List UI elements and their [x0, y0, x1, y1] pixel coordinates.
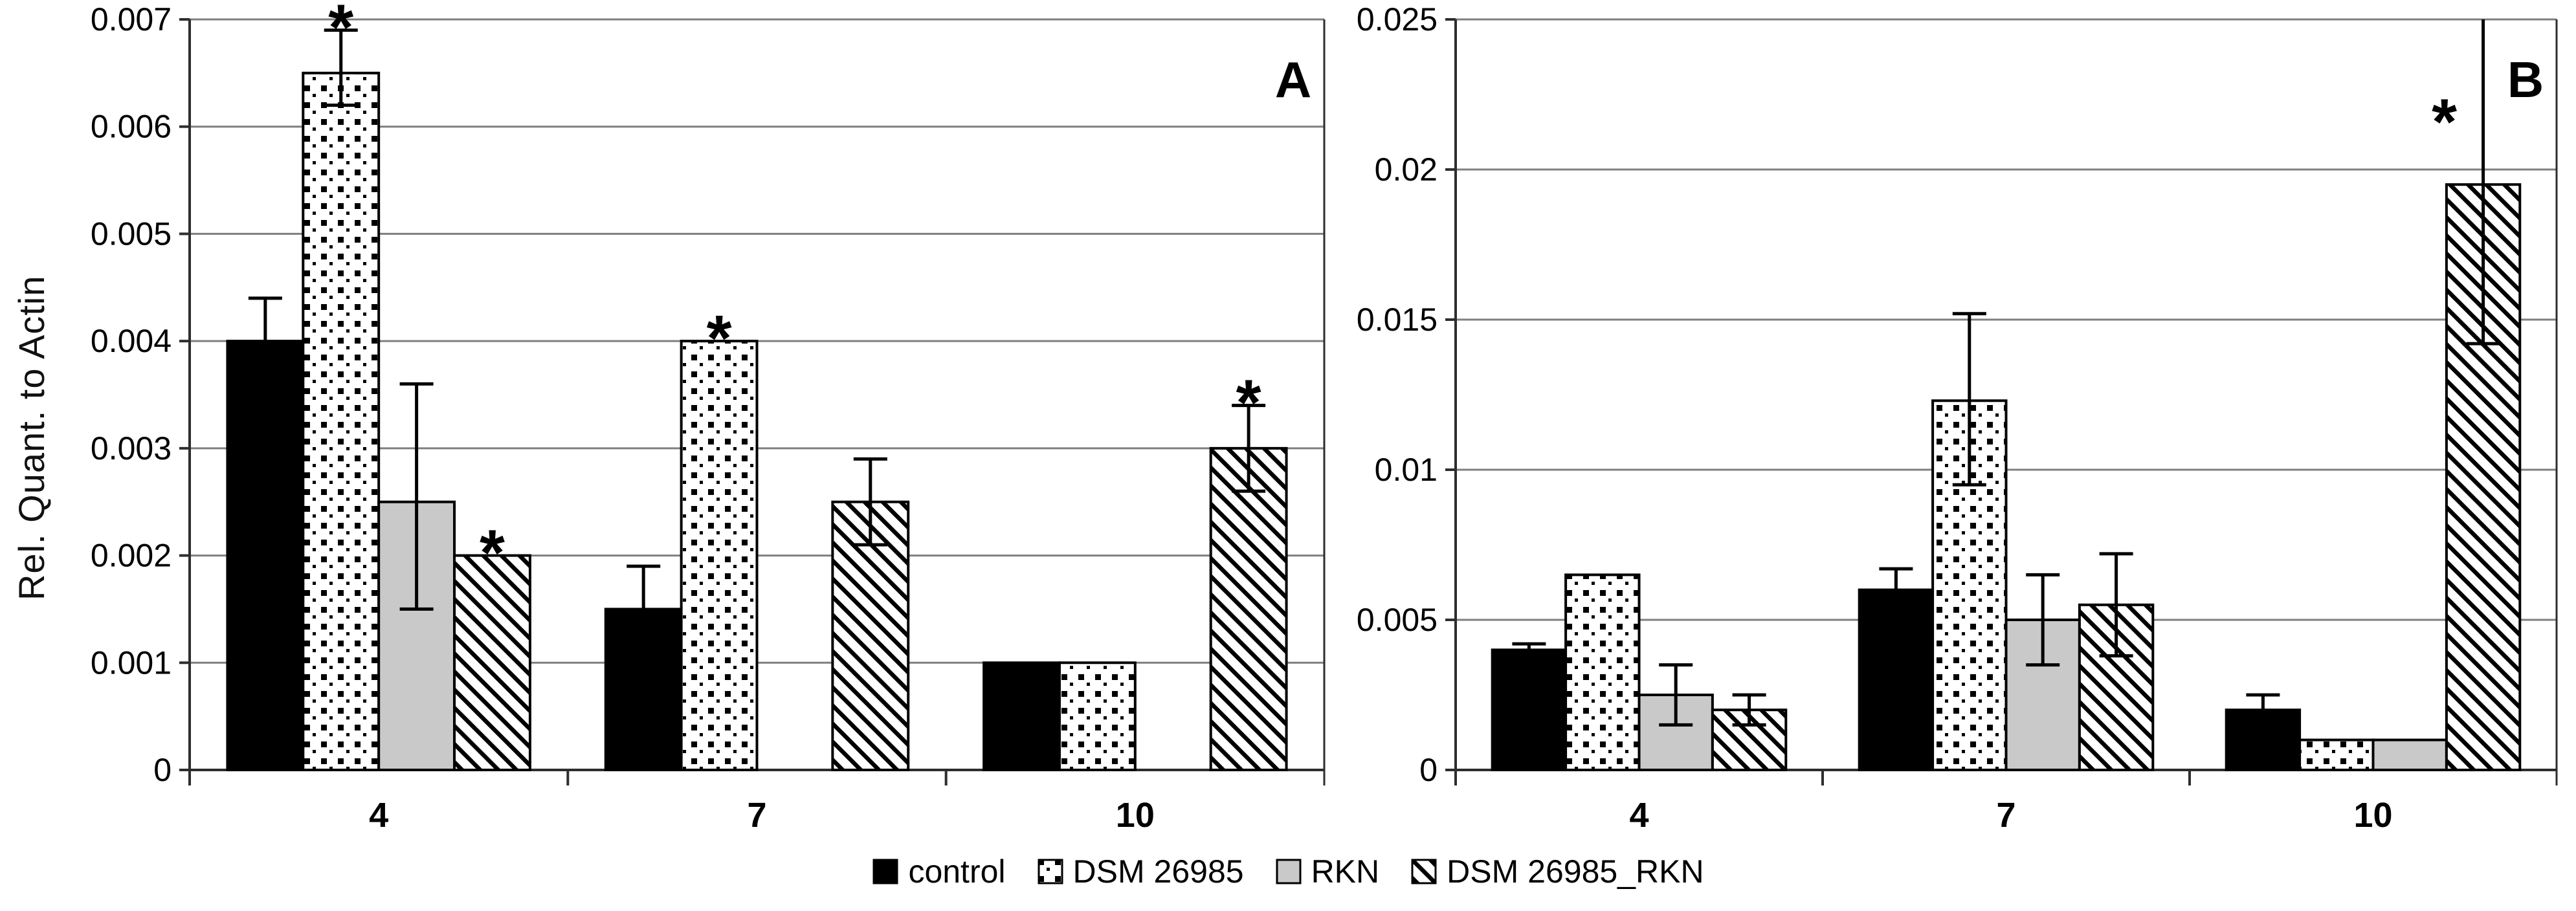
- y-tick-label: 0.02: [1375, 151, 1438, 188]
- legend-item-rkn: RKN: [1275, 853, 1380, 890]
- y-tick-label: 0: [1419, 752, 1438, 788]
- legend-label: RKN: [1311, 853, 1380, 890]
- bar-control-day4: [1491, 648, 1568, 772]
- bar-dsm-26985-day4: [1564, 573, 1641, 772]
- error-bar: [1879, 567, 1913, 613]
- panel-b: 0 0.005 0.01 0.015 0.02 0.025 4 7 10 * B: [1357, 1, 2558, 835]
- bar-control-day7: [1858, 588, 1935, 771]
- error-bar: [1512, 642, 1546, 658]
- legend-item-control: control: [872, 853, 1006, 890]
- y-axis-title: Rel. Quant. to Actin: [11, 275, 52, 600]
- y-tick-label: 0.003: [91, 430, 172, 466]
- y-tick-label: 0.015: [1357, 302, 1438, 338]
- error-bar: [2099, 552, 2133, 658]
- significance-asterisk: *: [2432, 85, 2457, 158]
- bar-dsm-26985-day4: [302, 71, 381, 771]
- error-bar: [1232, 404, 1266, 493]
- legend-label: DSM 26985: [1072, 853, 1244, 890]
- y-tick-label: 0.025: [1357, 1, 1438, 38]
- error-bar: [324, 28, 358, 107]
- bar-control-day4: [226, 340, 305, 771]
- y-tick-label: 0.007: [91, 1, 172, 38]
- error-bar: [627, 564, 661, 654]
- error-bar: [2246, 693, 2280, 724]
- y-tick-label: 0: [153, 752, 172, 788]
- error-bar: [1659, 663, 1693, 727]
- bar-dsm-26985-rkn-day7: [831, 500, 910, 771]
- y-tick-label: 0.01: [1375, 452, 1438, 488]
- significance-asterisk: *: [480, 517, 505, 589]
- y-tick-label: 0.005: [1357, 602, 1438, 638]
- significance-asterisk: *: [328, 0, 353, 64]
- x-category-label: 7: [747, 796, 766, 835]
- error-bar: [1732, 693, 1766, 727]
- bar-dsm-26985-day7: [680, 340, 759, 771]
- bar-control-day10: [983, 661, 1061, 772]
- y-tick-label: 0.005: [91, 215, 172, 252]
- y-tick-label: 0.002: [91, 538, 172, 574]
- y-tick-label: 0.001: [91, 644, 172, 681]
- error-bar: [2026, 573, 2060, 667]
- legend: control DSM 26985 RKN DSM 269: [0, 853, 2576, 890]
- bar-dsm-26985-rkn-day10: [1209, 446, 1288, 771]
- error-bar: [399, 382, 434, 611]
- bar-dsm-26985-rkn-day4: [453, 554, 531, 771]
- legend-label: control: [908, 853, 1006, 890]
- panel-label-a: A: [1275, 51, 1311, 108]
- x-category-label: 10: [2353, 796, 2392, 835]
- error-bar: [1952, 312, 1986, 487]
- bar-dsm-26985-day10: [2298, 738, 2375, 771]
- significance-asterisk: *: [707, 302, 732, 375]
- legend-swatch-solid: [872, 859, 898, 884]
- legend-item-dsm-26985-rkn: DSM 26985_RKN: [1410, 853, 1704, 890]
- y-tick-label: 0.004: [91, 323, 172, 359]
- x-category-label: 4: [369, 796, 388, 835]
- error-bar: [853, 457, 887, 547]
- legend-swatch-hatch: [1411, 859, 1437, 884]
- bar-rkn-day10: [2371, 738, 2448, 771]
- legend-item-dsm-26985: DSM 26985: [1037, 853, 1244, 890]
- panel-label-b: B: [2507, 51, 2544, 108]
- x-category-label: 4: [1629, 796, 1649, 835]
- error-bar: [2466, 19, 2500, 346]
- legend-swatch-dots: [1038, 859, 1063, 884]
- bar-dsm-26985-day10: [1058, 661, 1137, 772]
- legend-swatch-gray: [1276, 859, 1302, 884]
- legend-label: DSM 26985_RKN: [1447, 853, 1704, 890]
- y-tick-label: 0.006: [91, 109, 172, 145]
- panel-a: 0 0.001 0.002 0.003 0.004 0.005 0.006 0.007 4 7 10…: [91, 0, 1326, 835]
- x-category-label: 7: [1996, 796, 2015, 835]
- error-bar: [248, 296, 282, 386]
- x-category-label: 10: [1116, 796, 1155, 835]
- significance-asterisk: *: [1236, 367, 1261, 439]
